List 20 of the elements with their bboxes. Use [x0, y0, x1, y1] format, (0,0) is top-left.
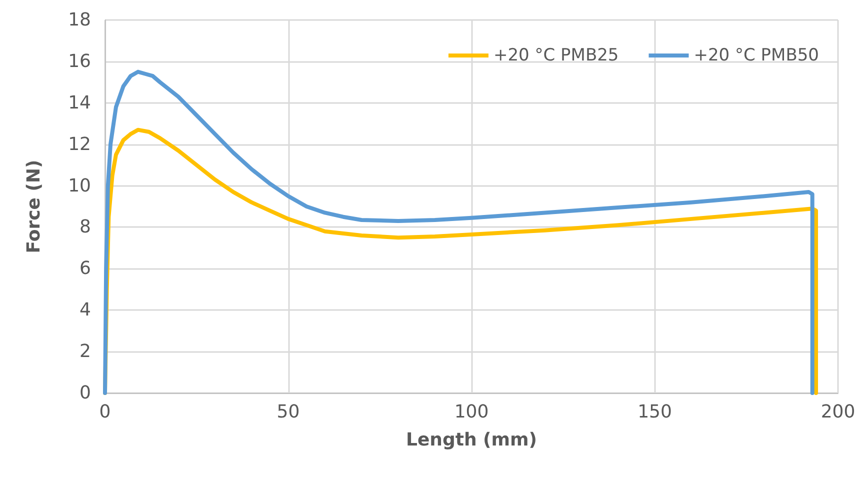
- line-series: [103, 70, 814, 395]
- y-tick-label: 0: [80, 382, 91, 404]
- x-tick-label: 150: [638, 402, 672, 422]
- y-tick-label: 4: [80, 300, 91, 321]
- y-tick-label: 16: [68, 50, 91, 72]
- legend-label: +20 °C PMB50: [694, 46, 820, 66]
- y-axis-title: Force (N): [24, 160, 44, 254]
- legend-label: +20 °C PMB25: [493, 46, 619, 66]
- y-tick-label: 10: [68, 175, 91, 196]
- x-tick-label: 50: [276, 402, 300, 422]
- x-axis-title: Length (mm): [406, 430, 538, 450]
- y-tick-label: 6: [80, 258, 91, 280]
- x-tick-label: 100: [454, 402, 489, 422]
- x-tick-label: 200: [820, 402, 856, 422]
- y-tick-label: 18: [68, 10, 91, 30]
- x-tick-label: 0: [99, 402, 111, 422]
- y-tick-label: 14: [68, 92, 91, 114]
- y-tick-label: 12: [68, 134, 91, 155]
- y-tick-label: 2: [80, 341, 91, 362]
- y-tick-label: 8: [80, 216, 91, 238]
